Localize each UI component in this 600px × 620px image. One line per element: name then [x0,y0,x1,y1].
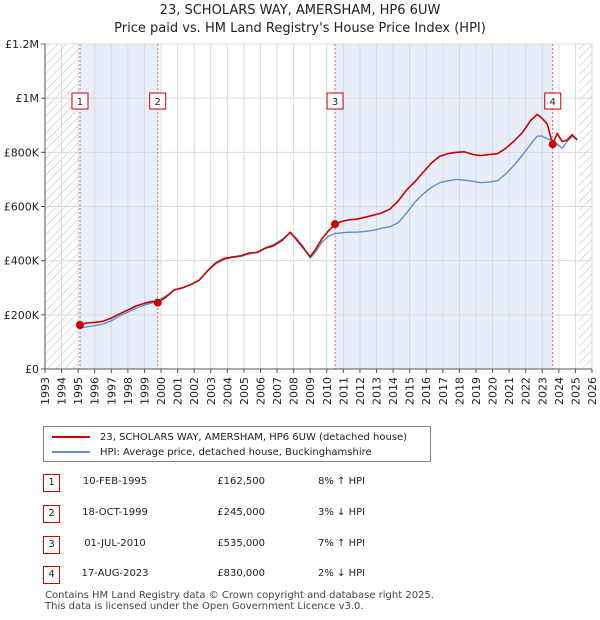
x-tick-label: 1995 [72,377,85,405]
sale-number-badge: 4 [43,566,60,584]
sale-hpi-change: 3% ↓ HPI [318,507,366,518]
x-tick-label: 1998 [122,377,135,405]
sale-marker-label: 2 [155,97,161,108]
sale-marker-label: 1 [77,97,83,108]
chart-legend: 23, SCHOLARS WAY, AMERSHAM, HP6 6UW (det… [43,426,431,462]
sale-point [331,220,340,229]
sale-row: 2 18-OCT-1999 £245,000 3% ↓ HPI [0,503,600,525]
x-tick-label: 1993 [39,377,52,405]
x-tick-label: 2020 [487,377,500,405]
sale-marker-badge [149,92,167,110]
sale-price: £830,000 [217,568,265,579]
x-tick-label: 2018 [453,377,466,405]
y-tick-label: £800K [4,146,40,159]
sale-date: 17-AUG-2023 [81,568,149,579]
x-tick-label: 2012 [354,377,367,405]
sale-price: £245,000 [217,507,265,518]
x-tick-label: 2000 [155,377,168,405]
sale-date: 01-JUL-2010 [84,538,146,549]
x-tick-label: 2022 [520,377,533,405]
x-tick-label: 2003 [205,377,218,405]
sale-hpi-change: 2% ↓ HPI [318,568,366,579]
x-tick-label: 2011 [337,377,350,405]
footer-licence: This data is licensed under the Open Gov… [45,601,364,612]
y-tick-label: £0 [25,363,39,376]
x-tick-label: 2016 [420,377,433,405]
sale-number-badge: 3 [43,536,60,554]
sale-price: £535,000 [217,538,265,549]
x-tick-label: 1999 [138,377,151,405]
sale-marker-badge [544,92,562,110]
footer-copyright: Contains HM Land Registry data © Crown c… [45,590,434,601]
x-tick-label: 2005 [238,377,251,405]
sale-row: 1 10-FEB-1995 £162,500 8% ↑ HPI [0,472,600,494]
x-tick-label: 2025 [569,377,582,405]
sale-marker-label: 3 [332,97,338,108]
y-tick-label: £600K [4,201,40,214]
sale-hpi-change: 8% ↑ HPI [318,476,366,487]
y-tick-label: £1M [16,92,40,105]
legend-label-hpi: HPI: Average price, detached house, Buck… [100,446,372,458]
sale-marker-badge [71,92,89,110]
legend-item-hpi: HPI: Average price, detached house, Buck… [52,445,372,459]
sale-date: 10-FEB-1995 [82,476,148,487]
x-tick-label: 1997 [105,377,118,405]
legend-label-property: 23, SCHOLARS WAY, AMERSHAM, HP6 6UW (det… [100,431,408,443]
x-tick-label: 2026 [586,377,599,405]
x-tick-label: 2017 [437,377,450,405]
sale-marker-badge [326,92,344,110]
x-tick-label: 1994 [56,377,69,405]
x-tick-label: 2007 [271,377,284,405]
x-tick-label: 2004 [221,377,234,405]
y-tick-label: £400K [4,255,40,268]
y-tick-label: £1.2M [5,38,39,51]
x-tick-label: 2014 [387,377,400,405]
chart-title-address: 23, SCHOLARS WAY, AMERSHAM, HP6 6UW [159,3,441,18]
x-tick-label: 2013 [371,377,384,405]
sale-point [153,298,162,307]
x-tick-label: 2010 [321,377,334,405]
x-tick-label: 2001 [172,377,185,405]
x-tick-label: 2008 [288,377,301,405]
sale-number-badge: 2 [43,505,60,523]
sale-date: 18-OCT-1999 [82,507,148,518]
y-tick-label: £200K [4,309,40,322]
x-tick-label: 2021 [503,377,516,405]
x-tick-label: 2023 [536,377,549,405]
sale-point [548,140,557,149]
chart-title-subtitle: Price paid vs. HM Land Registry's House … [114,21,486,36]
legend-swatch-property [52,436,90,438]
x-tick-label: 2009 [304,377,317,405]
price-chart: 1 2 3 4 1993 1994 1995 1996 1997 1998 1999 2000 200… [4,38,599,405]
legend-item-property: 23, SCHOLARS WAY, AMERSHAM, HP6 6UW (det… [52,430,407,444]
sale-price: £162,500 [217,476,265,487]
sale-row: 4 17-AUG-2023 £830,000 2% ↓ HPI [0,564,600,586]
sale-marker-label: 4 [550,97,556,108]
x-tick-label: 2024 [553,377,566,405]
x-tick-label: 2019 [470,377,483,405]
sale-point [75,320,84,329]
sale-row: 3 01-JUL-2010 £535,000 7% ↑ HPI [0,534,600,556]
x-tick-label: 2015 [404,377,417,405]
x-tick-label: 1996 [89,377,102,405]
x-tick-label: 2002 [188,377,201,405]
x-tick-label: 2006 [254,377,267,405]
sale-number-badge: 1 [43,474,60,492]
legend-swatch-hpi [52,451,90,453]
sale-hpi-change: 7% ↑ HPI [318,538,366,549]
